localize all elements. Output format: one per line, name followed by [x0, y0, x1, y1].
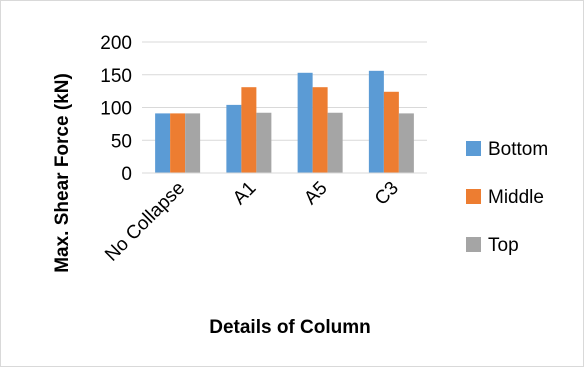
bar-top-3 [398, 113, 414, 173]
y-axis-title: Max. Shear Force (kN) [52, 73, 73, 273]
legend-swatch-middle [466, 189, 481, 204]
x-axis-ticks: No Collapse A1 A5 C3 [101, 178, 403, 266]
bar-top-2 [327, 112, 343, 173]
bar-middle-2 [312, 87, 328, 173]
legend-label-middle: Middle [488, 187, 544, 208]
y-axis-ticks: 0 50 100 150 200 [100, 33, 132, 185]
x-tick-label: A5 [300, 178, 331, 209]
bar-middle-0 [170, 113, 186, 173]
x-tick-label: C3 [371, 178, 403, 210]
x-tick-label: No Collapse [101, 178, 189, 266]
bar-middle-3 [383, 91, 399, 173]
y-tick-label: 50 [111, 131, 132, 152]
bar-bottom-2 [297, 72, 313, 173]
legend-label-bottom: Bottom [488, 139, 548, 160]
bar-bottom-3 [368, 70, 384, 173]
y-tick-label: 150 [100, 66, 132, 87]
bar-top-0 [185, 113, 201, 173]
legend: Bottom Middle Top [466, 139, 548, 256]
legend-swatch-bottom [466, 141, 481, 156]
bar-bottom-1 [226, 104, 242, 173]
x-axis-title: Details of Column [209, 317, 371, 338]
y-tick-label: 0 [121, 164, 132, 185]
bar-top-1 [256, 112, 272, 173]
y-tick-label: 100 [100, 99, 132, 120]
legend-label-top: Top [488, 235, 519, 256]
bars [155, 70, 414, 173]
bar-middle-1 [241, 87, 257, 173]
legend-swatch-top [466, 237, 481, 252]
bar-bottom-0 [155, 113, 171, 173]
x-tick-label: A1 [229, 178, 260, 209]
y-tick-label: 200 [100, 33, 132, 54]
